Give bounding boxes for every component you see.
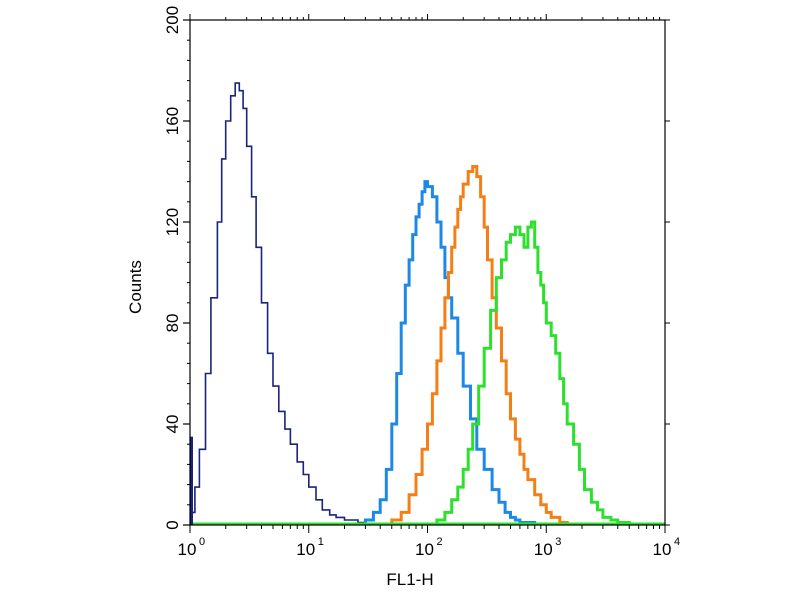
histogram-series-2	[356, 180, 547, 525]
axes-layer	[183, 14, 670, 533]
y-tick-label: 40	[163, 415, 182, 434]
x-axis-title: FL1-H	[386, 570, 433, 589]
histogram-series-3	[380, 165, 569, 525]
x-tick-exponent: 0	[199, 536, 205, 548]
histogram-series-1	[190, 82, 367, 525]
x-tick-label: 10	[296, 540, 315, 559]
x-tick-exponent: 2	[436, 536, 442, 548]
y-tick-label: 0	[163, 520, 182, 529]
x-tick-label: 10	[178, 540, 197, 559]
y-tick-label: 80	[163, 314, 182, 333]
x-tick-exponent: 4	[674, 536, 680, 548]
y-tick-label: 120	[163, 208, 182, 236]
y-tick-label: 160	[163, 107, 182, 135]
histogram-series-4	[427, 220, 631, 525]
y-axis-title: Counts	[126, 260, 145, 314]
y-tick-label: 200	[163, 6, 182, 34]
series-layer	[190, 82, 665, 525]
x-tick-exponent: 3	[555, 536, 561, 548]
x-tick-label: 10	[534, 540, 553, 559]
x-tick-label: 10	[415, 540, 434, 559]
x-tick-label: 10	[653, 540, 672, 559]
x-tick-exponent: 1	[318, 536, 324, 548]
